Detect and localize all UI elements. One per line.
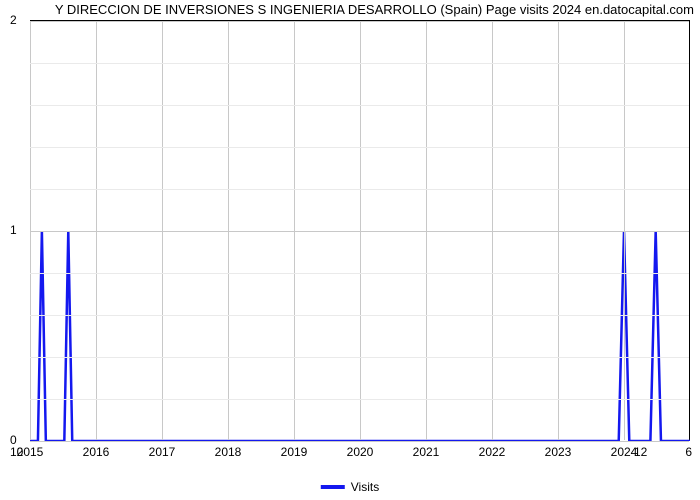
grid-h-minor [30, 63, 689, 64]
grid-h-major [30, 21, 689, 22]
y-tick-label: 0 [10, 433, 17, 447]
corner-bottom-right-b: 6 [685, 445, 692, 459]
x-tick-label: 2021 [413, 445, 440, 459]
grid-h-minor [30, 273, 689, 274]
x-tick-label: 2022 [479, 445, 506, 459]
grid-h-minor [30, 399, 689, 400]
x-tick-label: 2017 [149, 445, 176, 459]
x-tick-label: 2016 [83, 445, 110, 459]
x-tick-label: 2019 [281, 445, 308, 459]
visits-chart: Y DIRECCION DE INVERSIONES S INGENIERIA … [0, 0, 700, 500]
corner-bottom-right-a: 12 [634, 445, 647, 459]
grid-h-major [30, 231, 689, 232]
grid-h-minor [30, 357, 689, 358]
x-tick-label: 2018 [215, 445, 242, 459]
grid-h-minor [30, 147, 689, 148]
grid-h-major [30, 441, 689, 442]
x-tick-label: 2015 [17, 445, 44, 459]
x-tick-label: 2020 [347, 445, 374, 459]
y-tick-label: 1 [10, 223, 17, 237]
grid-h-minor [30, 189, 689, 190]
grid-h-minor [30, 105, 689, 106]
legend-swatch [321, 485, 345, 489]
chart-title: Y DIRECCION DE INVERSIONES S INGENIERIA … [55, 2, 694, 17]
legend-label: Visits [351, 480, 379, 494]
x-tick-label: 2023 [545, 445, 572, 459]
plot-area [30, 20, 690, 440]
legend: Visits [321, 480, 379, 494]
y-tick-label: 2 [10, 13, 17, 27]
grid-h-minor [30, 315, 689, 316]
